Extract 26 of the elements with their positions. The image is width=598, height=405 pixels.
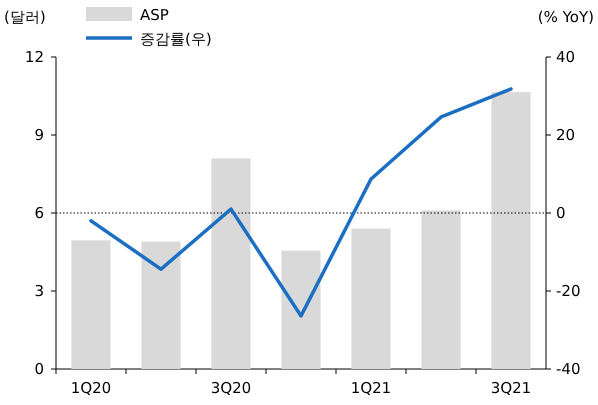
bar: [421, 210, 461, 369]
y-axis-title: (달러): [4, 8, 46, 26]
x-tick-label: 3Q21: [490, 379, 532, 397]
bar: [351, 228, 391, 369]
bar: [141, 242, 181, 369]
bar: [491, 92, 531, 369]
y-tick-label: 9: [34, 126, 44, 144]
y2-tick-label: 0: [556, 204, 566, 222]
y2-axis-title: (% YoY): [538, 8, 594, 26]
legend-label: ASP: [140, 6, 169, 24]
y-tick-label: 3: [34, 282, 44, 300]
y-tick-label: 0: [34, 360, 44, 378]
y-tick-label: 6: [34, 204, 44, 222]
legend-label: 증감률(우): [140, 30, 212, 48]
y2-tick-label: 40: [556, 48, 576, 66]
bar: [71, 240, 111, 369]
y2-tick-label: -20: [556, 282, 580, 300]
line-series: [89, 87, 513, 318]
x-tick-label: 1Q21: [350, 379, 392, 397]
x-tick-label: 1Q20: [70, 379, 112, 397]
y-tick-label: 12: [24, 48, 44, 66]
bar: [211, 158, 251, 369]
bar: [281, 250, 321, 369]
y2-tick-label: 20: [556, 126, 576, 144]
x-tick-label: 3Q20: [210, 379, 252, 397]
y2-tick-label: -40: [556, 360, 580, 378]
